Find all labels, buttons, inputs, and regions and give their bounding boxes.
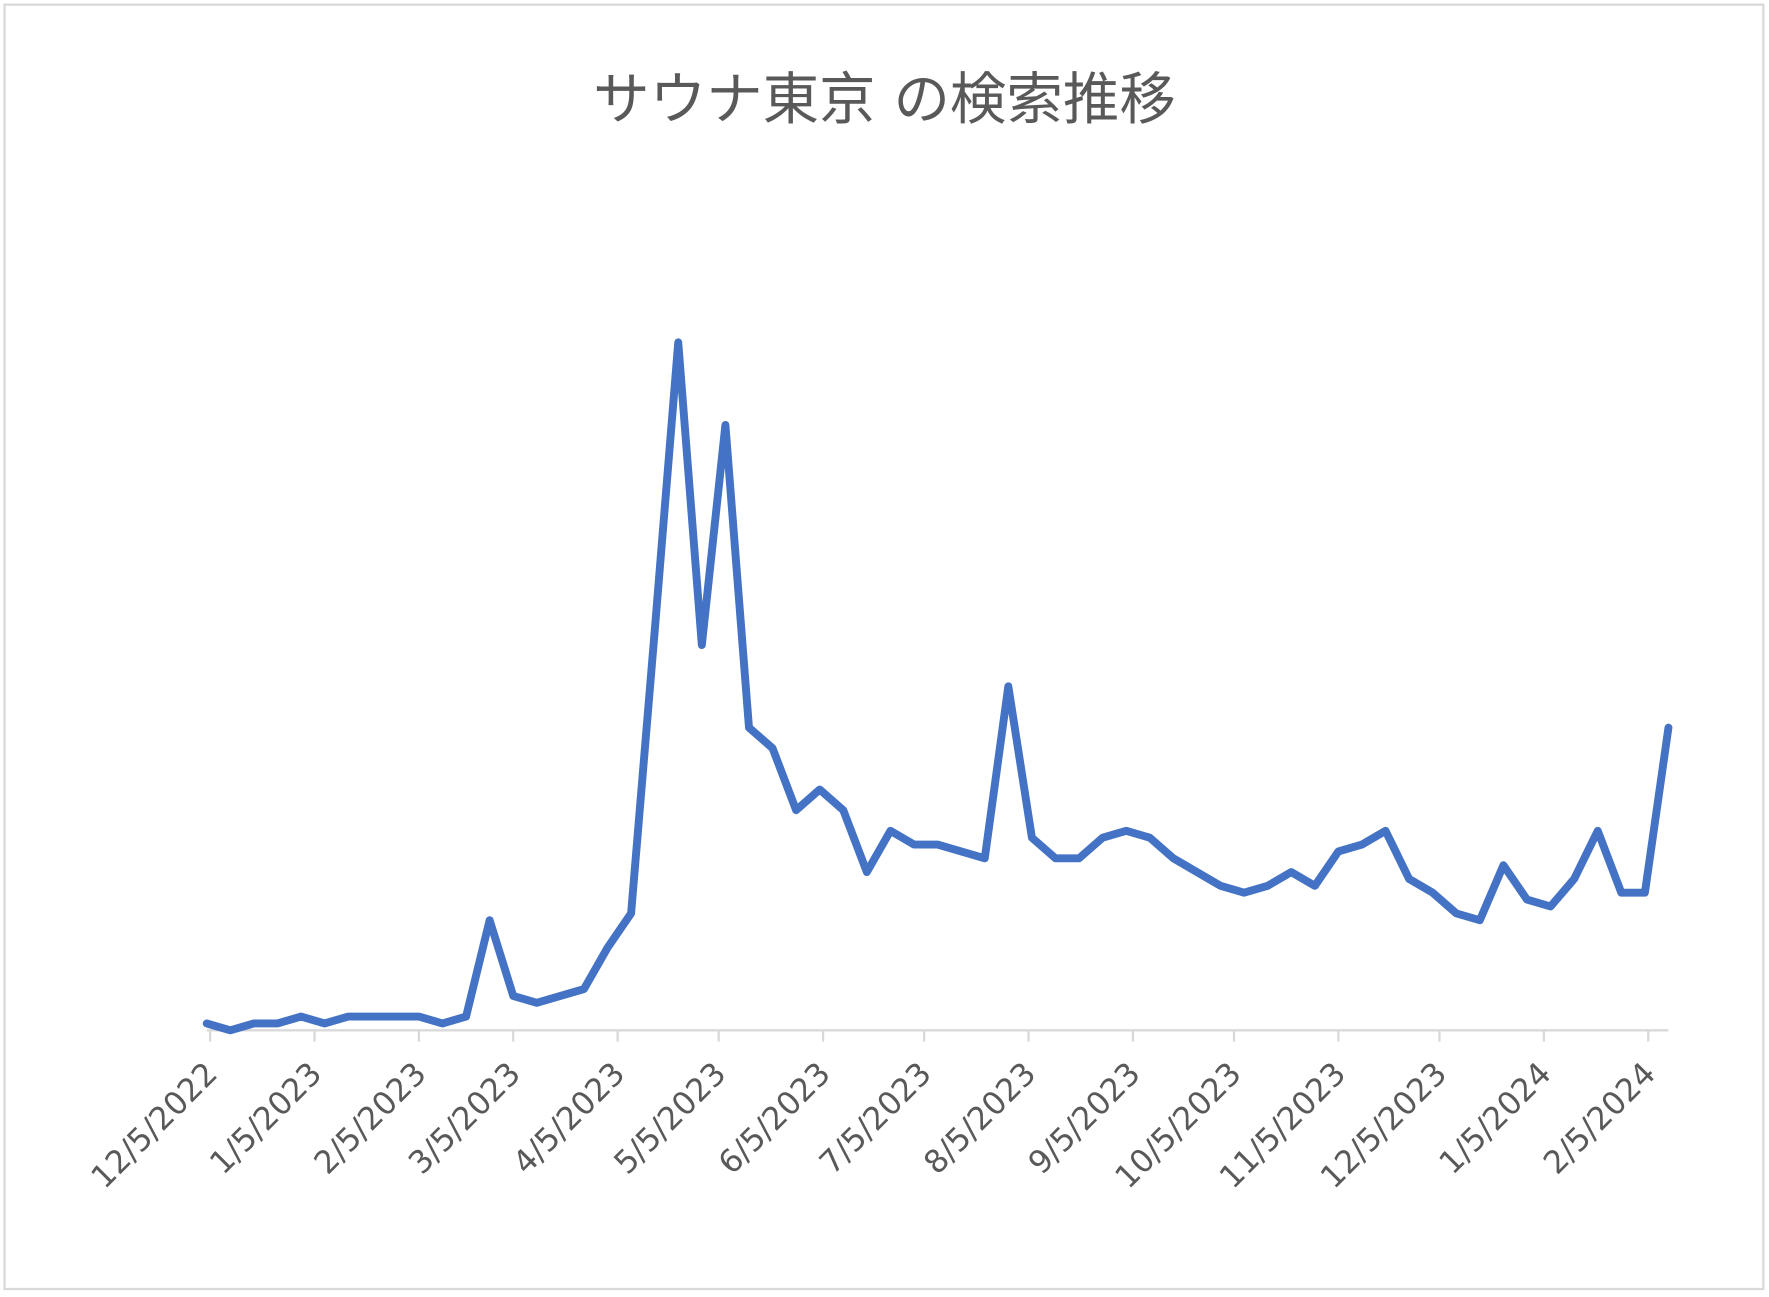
chart-title: サウナ東京 の検索推移 <box>593 68 1176 133</box>
data-line <box>202 338 1673 1035</box>
chart-border <box>3 3 1765 1291</box>
